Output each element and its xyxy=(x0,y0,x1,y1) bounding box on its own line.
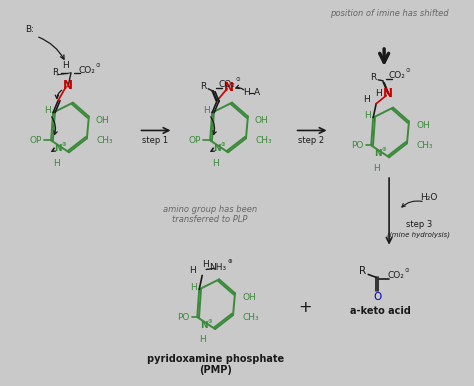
Text: OP: OP xyxy=(29,136,41,145)
Text: N: N xyxy=(213,144,221,153)
Text: A: A xyxy=(254,88,260,97)
Text: (imine hydrolysis): (imine hydrolysis) xyxy=(387,232,450,238)
Text: N: N xyxy=(374,149,382,158)
Text: ⊕: ⊕ xyxy=(62,142,66,147)
Text: B:: B: xyxy=(25,25,34,34)
Text: CH₃: CH₃ xyxy=(255,136,272,145)
Text: OH: OH xyxy=(255,116,269,125)
Text: H: H xyxy=(190,283,197,292)
Text: position of imine has shifted: position of imine has shifted xyxy=(330,9,448,18)
Text: H: H xyxy=(212,159,219,168)
Text: OH: OH xyxy=(416,121,430,130)
Text: N: N xyxy=(63,79,73,92)
Text: ⊙: ⊙ xyxy=(95,63,100,68)
Text: CO₂: CO₂ xyxy=(219,80,236,89)
Text: H: H xyxy=(44,106,51,115)
Text: pyridoxamine phosphate: pyridoxamine phosphate xyxy=(146,354,284,364)
Text: transferred to PLP: transferred to PLP xyxy=(173,215,248,224)
Text: N: N xyxy=(383,87,393,100)
Text: N: N xyxy=(201,320,208,330)
Text: OP: OP xyxy=(188,136,201,145)
Text: H: H xyxy=(202,260,209,269)
Text: H: H xyxy=(62,61,68,70)
Text: N: N xyxy=(54,144,62,153)
Text: H: H xyxy=(363,95,370,104)
Text: H: H xyxy=(244,88,250,97)
Text: ⊙: ⊙ xyxy=(236,77,240,82)
Text: O: O xyxy=(373,292,381,302)
Text: OH: OH xyxy=(242,293,256,302)
Text: PO: PO xyxy=(351,141,364,150)
Text: H: H xyxy=(375,89,382,98)
Text: H: H xyxy=(364,111,371,120)
Text: CH₃: CH₃ xyxy=(97,136,113,145)
Text: CH₃: CH₃ xyxy=(417,141,433,150)
Text: CO₂: CO₂ xyxy=(389,71,405,80)
Text: ⊕: ⊕ xyxy=(208,318,212,323)
Text: (PMP): (PMP) xyxy=(199,365,232,375)
Text: ⊕: ⊕ xyxy=(221,142,226,147)
Text: step 1: step 1 xyxy=(142,136,169,145)
Text: CO₂: CO₂ xyxy=(388,271,404,280)
Text: H₂O: H₂O xyxy=(420,193,438,203)
Text: ⊙: ⊙ xyxy=(405,268,410,273)
Text: H: H xyxy=(373,164,380,173)
Text: ⊙: ⊙ xyxy=(406,68,410,73)
Text: N: N xyxy=(224,81,234,94)
Text: H: H xyxy=(203,106,210,115)
Text: R: R xyxy=(359,266,366,276)
Text: R: R xyxy=(52,68,58,77)
Text: H: H xyxy=(199,335,206,344)
Text: step 3: step 3 xyxy=(406,220,432,229)
Text: CH₃: CH₃ xyxy=(243,313,259,322)
Text: PO: PO xyxy=(177,313,190,322)
Text: OH: OH xyxy=(96,116,109,125)
Text: R: R xyxy=(200,82,206,91)
Text: a-keto acid: a-keto acid xyxy=(350,306,410,316)
Text: ⊕: ⊕ xyxy=(228,259,232,264)
Text: NH₃: NH₃ xyxy=(210,263,227,272)
Text: ⊕: ⊕ xyxy=(382,147,386,152)
Text: CO₂: CO₂ xyxy=(79,66,95,75)
Text: H: H xyxy=(189,266,196,275)
Text: +: + xyxy=(298,300,311,315)
Text: H: H xyxy=(53,159,59,168)
Text: step 2: step 2 xyxy=(299,136,325,145)
Text: R: R xyxy=(370,73,376,82)
Text: amino group has been: amino group has been xyxy=(163,205,257,214)
